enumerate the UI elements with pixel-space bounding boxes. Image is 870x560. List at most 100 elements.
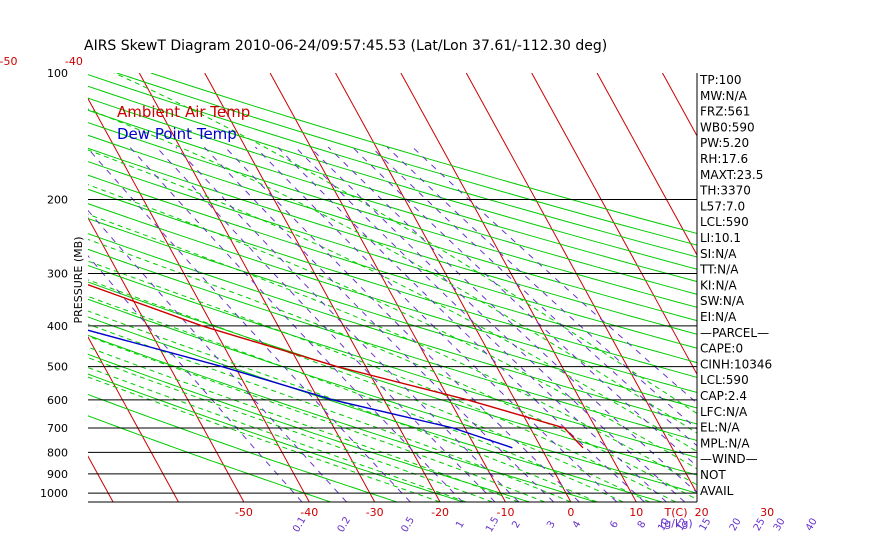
index-item: —PARCEL—	[700, 326, 769, 340]
dry-adiabat-line	[88, 373, 464, 502]
index-item: LFC:N/A	[700, 405, 748, 419]
dry-adiabat-line	[88, 97, 697, 283]
top-temp-tick-label: -40	[65, 55, 83, 68]
moist-adiabat-line	[88, 376, 441, 502]
dry-adiabat-line	[88, 85, 697, 270]
pressure-tick-label: 900	[47, 468, 68, 481]
index-item: NOT	[700, 468, 726, 482]
moist-adiabat-line	[88, 184, 697, 470]
bottom-temp-tick-label: 0	[567, 506, 574, 519]
sounding-series	[88, 284, 584, 449]
bottom-temp-tick-label: -30	[366, 506, 384, 519]
dry-adiabat-line	[88, 174, 697, 364]
pressure-tick-label: 100	[47, 67, 68, 80]
dry-adiabat-line	[88, 281, 697, 476]
index-item: PW:5.20	[700, 136, 749, 150]
moist-adiabat-line	[88, 346, 519, 502]
index-item: L57:7.0	[700, 199, 745, 213]
moist-adiabat-line	[88, 335, 545, 502]
pressure-tick-label: 400	[47, 320, 68, 333]
dry-adiabat-line	[88, 188, 697, 378]
dry-adiabat-line	[88, 161, 697, 349]
mixing-ratio-line	[224, 146, 580, 502]
dry-adiabat-line	[88, 74, 697, 258]
index-item: EL:N/A	[700, 421, 740, 435]
mixing-ratio-tick-label: 0.5	[399, 515, 416, 534]
mixing-ratio-tick-label: 20	[728, 516, 744, 533]
legend-temp: Ambient Air Temp	[117, 103, 250, 121]
moist-adiabat-line	[88, 213, 697, 486]
isotherm-line	[138, 73, 376, 502]
bottom-temp-tick-label: 20	[695, 506, 709, 519]
mixing-ratio-tick-label: 0.2	[336, 515, 353, 534]
index-item: LCL:590	[700, 373, 749, 387]
dewpoint-profile	[88, 329, 513, 449]
index-item: RH:17.6	[700, 152, 748, 166]
moist-adiabat-line	[88, 323, 572, 502]
mixing-ratio-line	[129, 146, 464, 502]
mixing-ratio-line	[88, 255, 303, 502]
mixing-ratio-line	[412, 146, 697, 404]
isotherm-line	[465, 73, 697, 495]
isotherm-line	[531, 73, 697, 376]
pressure-tick-label: 600	[47, 394, 68, 407]
bottom-temp-tick-label: -10	[496, 506, 514, 519]
index-item: WB0:590	[700, 120, 755, 134]
mixing-ratio-line	[203, 146, 555, 502]
index-item: AVAIL	[700, 484, 734, 498]
dry-adiabat-line	[88, 298, 697, 494]
bottom-temp-tick-label: 30	[760, 506, 774, 519]
dry-adiabat-lines	[88, 73, 697, 502]
dry-adiabat-line	[88, 393, 398, 502]
index-item: SI:N/A	[700, 247, 737, 261]
index-item: CAP:2.4	[700, 389, 747, 403]
moist-adiabat-line	[88, 238, 697, 501]
isotherm-line	[88, 336, 179, 502]
mixing-ratio-tick-label: 30	[772, 516, 788, 533]
isotherm-line	[88, 97, 310, 502]
index-item: CAPE:0	[700, 342, 743, 356]
index-item: TP:100	[699, 73, 742, 87]
dry-adiabat-line	[88, 203, 697, 393]
isotherm-line	[204, 73, 441, 502]
mixing-ratio-tick-label: 40	[804, 516, 820, 533]
moist-adiabat-line	[113, 73, 697, 415]
isotherm-line	[400, 73, 637, 502]
mixing-ratio-tick-label: 8	[636, 519, 649, 530]
mixing-ratio-unit: (g/kg)	[660, 517, 693, 530]
index-item: EI:N/A	[700, 310, 737, 324]
chart-title: AIRS SkewT Diagram 2010-06-24/09:57:45.5…	[84, 38, 607, 54]
isotherm-line	[88, 216, 245, 502]
pressure-tick-label: 300	[47, 267, 68, 280]
legend-dew: Dew Point Temp	[117, 125, 237, 143]
axis-labels: 1002003004005006007008009001000-120-110-…	[0, 55, 820, 534]
dry-adiabat-line	[88, 248, 697, 442]
temperature-profile	[88, 284, 584, 449]
isotherm-line	[0, 73, 48, 502]
bottom-temp-tick-label: -50	[235, 506, 253, 519]
mixing-ratio-tick-label: 4	[571, 519, 584, 530]
pressure-tick-label: 1000	[40, 487, 68, 500]
dry-adiabat-line	[88, 109, 697, 295]
pressure-tick-label: 700	[47, 422, 68, 435]
mixing-ratio-tick-label: 3	[545, 519, 558, 530]
bottom-temp-tick-label: 10	[629, 506, 643, 519]
dry-adiabat-line	[88, 415, 331, 502]
pressure-tick-label: 800	[47, 446, 68, 459]
index-item: MW:N/A	[700, 89, 748, 103]
dry-adiabat-line	[88, 147, 697, 335]
y-axis-label: PRESSURE (MB)	[72, 237, 85, 324]
index-item: LI:10.1	[700, 231, 741, 245]
index-item: KI:N/A	[700, 278, 737, 292]
isotherm-line	[662, 73, 697, 137]
index-item: LCL:590	[700, 215, 749, 229]
index-item: SW:N/A	[700, 294, 745, 308]
index-item: TH:3370	[699, 184, 751, 198]
dry-adiabat-line	[88, 264, 697, 459]
pressure-gridlines	[88, 73, 698, 503]
index-item: MPL:N/A	[700, 436, 750, 450]
mixing-ratio-line	[175, 146, 520, 502]
pressure-tick-label: 200	[47, 193, 68, 206]
pressure-tick-label: 500	[47, 361, 68, 374]
